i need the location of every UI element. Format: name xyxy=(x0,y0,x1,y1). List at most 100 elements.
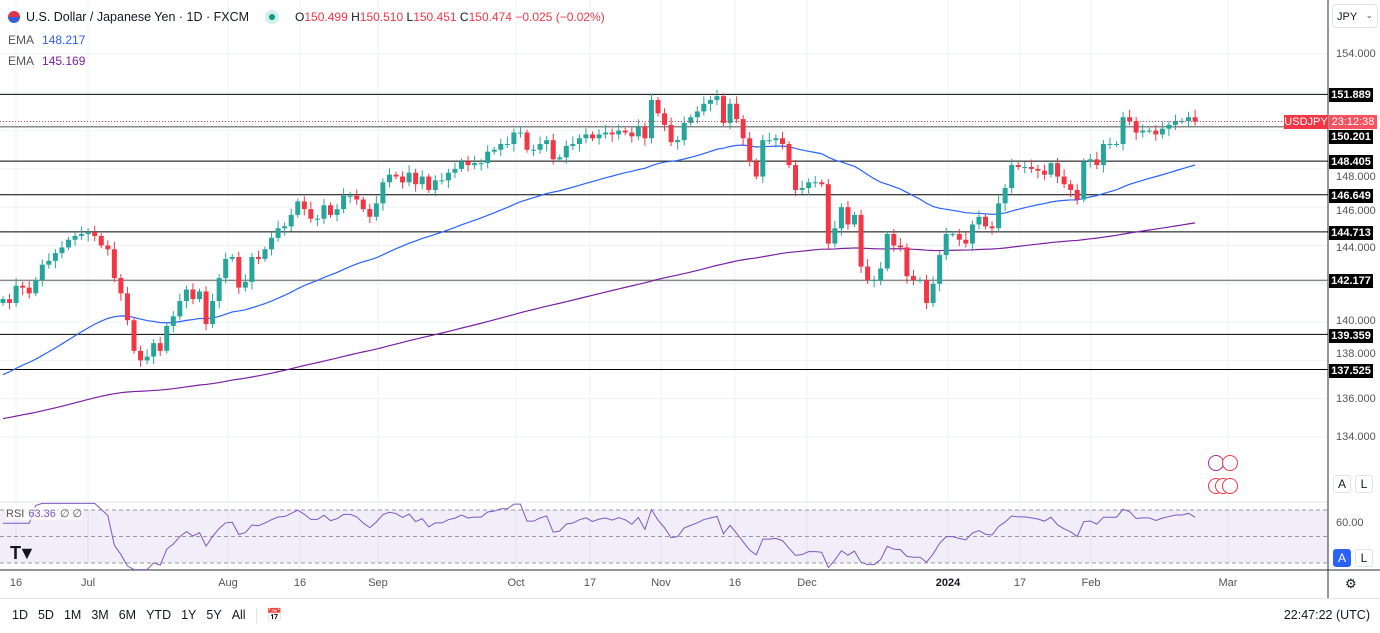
event-dot-icon[interactable] xyxy=(1222,455,1238,471)
candle-down xyxy=(203,291,209,325)
candle-up xyxy=(288,214,294,227)
candle-down xyxy=(642,126,648,139)
candle-down xyxy=(26,287,32,294)
candle-up xyxy=(439,180,445,182)
candle-up xyxy=(216,278,222,302)
candle-down xyxy=(819,182,825,185)
candle-up xyxy=(197,291,202,300)
candle-up xyxy=(799,188,805,190)
range-5d[interactable]: 5D xyxy=(37,608,54,622)
range-1m[interactable]: 1M xyxy=(63,608,82,622)
price-chart[interactable] xyxy=(0,0,1380,598)
candle-up xyxy=(1159,128,1165,135)
candle-down xyxy=(662,113,668,125)
rsi-log-scale-button[interactable]: L xyxy=(1355,549,1373,567)
candle-up xyxy=(943,234,949,256)
candle-up xyxy=(930,283,936,303)
candle-up xyxy=(596,134,602,139)
candle-up xyxy=(472,163,478,166)
log-scale-button[interactable]: L xyxy=(1355,475,1373,493)
candle-up xyxy=(432,180,438,190)
candle-up xyxy=(707,99,713,104)
candle-up xyxy=(635,126,641,137)
time-tick: Mar xyxy=(1218,577,1238,589)
candle-down xyxy=(858,214,864,267)
candle-up xyxy=(406,172,412,183)
ema-legend-fast[interactable]: EMA 148.217 xyxy=(8,33,86,47)
candle-down xyxy=(236,256,242,288)
time-tick: 16 xyxy=(293,577,307,589)
candle-up xyxy=(1081,161,1087,200)
candle-up xyxy=(871,279,877,281)
candle-up xyxy=(517,132,523,134)
time-tick: Sep xyxy=(368,577,388,589)
ema-legend-slow[interactable]: EMA 145.169 xyxy=(8,54,86,68)
candle-down xyxy=(1035,168,1041,171)
candle-up xyxy=(701,103,707,112)
range-selector: 1D 5D 1M 3M 6M YTD 1Y 5Y All 📅 xyxy=(12,608,282,623)
candle-down xyxy=(413,172,419,185)
candle-up xyxy=(675,140,681,143)
candle-down xyxy=(1127,117,1133,122)
candle-up xyxy=(531,149,537,151)
tradingview-logo[interactable]: T▼ xyxy=(10,543,36,563)
candle-up xyxy=(504,144,510,146)
rsi-auto-scale-button[interactable]: A xyxy=(1333,549,1351,567)
candle-down xyxy=(865,266,871,280)
candle-up xyxy=(242,281,248,288)
candle-down xyxy=(989,226,995,229)
ema-fast-line xyxy=(2,144,1196,376)
price-tick: 146.000 xyxy=(1336,205,1376,217)
candle-up xyxy=(511,132,517,145)
candle-down xyxy=(426,176,432,190)
candle-up xyxy=(295,201,301,215)
candle-up xyxy=(321,205,327,219)
candle-up xyxy=(969,224,975,244)
settings-icon[interactable]: ⚙ xyxy=(1345,576,1357,591)
symbol-title[interactable]: U.S. Dollar / Japanese Yen · 1D · FXCM xyxy=(26,10,250,24)
candle-down xyxy=(1015,165,1021,167)
range-5y[interactable]: 5Y xyxy=(206,608,222,622)
time-tick: Aug xyxy=(218,577,238,589)
us-flag-event-icon[interactable] xyxy=(1222,478,1238,494)
range-1d[interactable]: 1D xyxy=(12,608,28,622)
currency-select[interactable]: JPY ⌄ xyxy=(1332,4,1378,28)
candle-up xyxy=(1048,163,1054,175)
price-tick: 144.000 xyxy=(1336,242,1376,254)
candle-up xyxy=(996,203,1002,229)
chevron-down-icon: ⌄ xyxy=(1365,10,1373,20)
candle-down xyxy=(609,132,615,135)
price-tick: 136.000 xyxy=(1336,393,1376,405)
candle-down xyxy=(629,132,635,137)
candle-down xyxy=(590,134,595,139)
candle-down xyxy=(367,209,373,217)
candle-up xyxy=(459,161,464,169)
range-3m[interactable]: 3M xyxy=(91,608,109,622)
range-1y[interactable]: 1Y xyxy=(181,608,197,622)
candle-down xyxy=(1068,184,1074,190)
utc-clock[interactable]: 22:47:22 (UTC) xyxy=(1283,608,1370,622)
candle-down xyxy=(924,279,930,303)
time-tick: Nov xyxy=(651,577,671,589)
candle-up xyxy=(478,163,484,165)
candle-up xyxy=(1172,121,1178,125)
candle-down xyxy=(1028,166,1034,169)
candle-up xyxy=(773,138,779,141)
candle-up xyxy=(583,134,589,139)
symbol-legend: U.S. Dollar / Japanese Yen · 1D · FXCM O… xyxy=(8,10,605,24)
candle-up xyxy=(557,157,563,160)
range-all[interactable]: All xyxy=(231,608,246,622)
range-ytd[interactable]: YTD xyxy=(146,608,172,622)
candle-up xyxy=(766,140,772,142)
go-to-date-calendar-icon[interactable]: 📅 xyxy=(255,608,282,623)
market-open-icon xyxy=(265,10,280,24)
candle-down xyxy=(904,247,910,277)
candle-up xyxy=(177,301,183,317)
auto-scale-button[interactable]: A xyxy=(1333,475,1351,493)
rsi-legend[interactable]: RSI 63.36 ∅ ∅ xyxy=(6,507,83,520)
candle-up xyxy=(852,214,857,225)
candle-down xyxy=(308,209,314,219)
range-6m[interactable]: 6M xyxy=(118,608,137,622)
candle-up xyxy=(563,145,569,158)
candle-down xyxy=(779,138,785,145)
